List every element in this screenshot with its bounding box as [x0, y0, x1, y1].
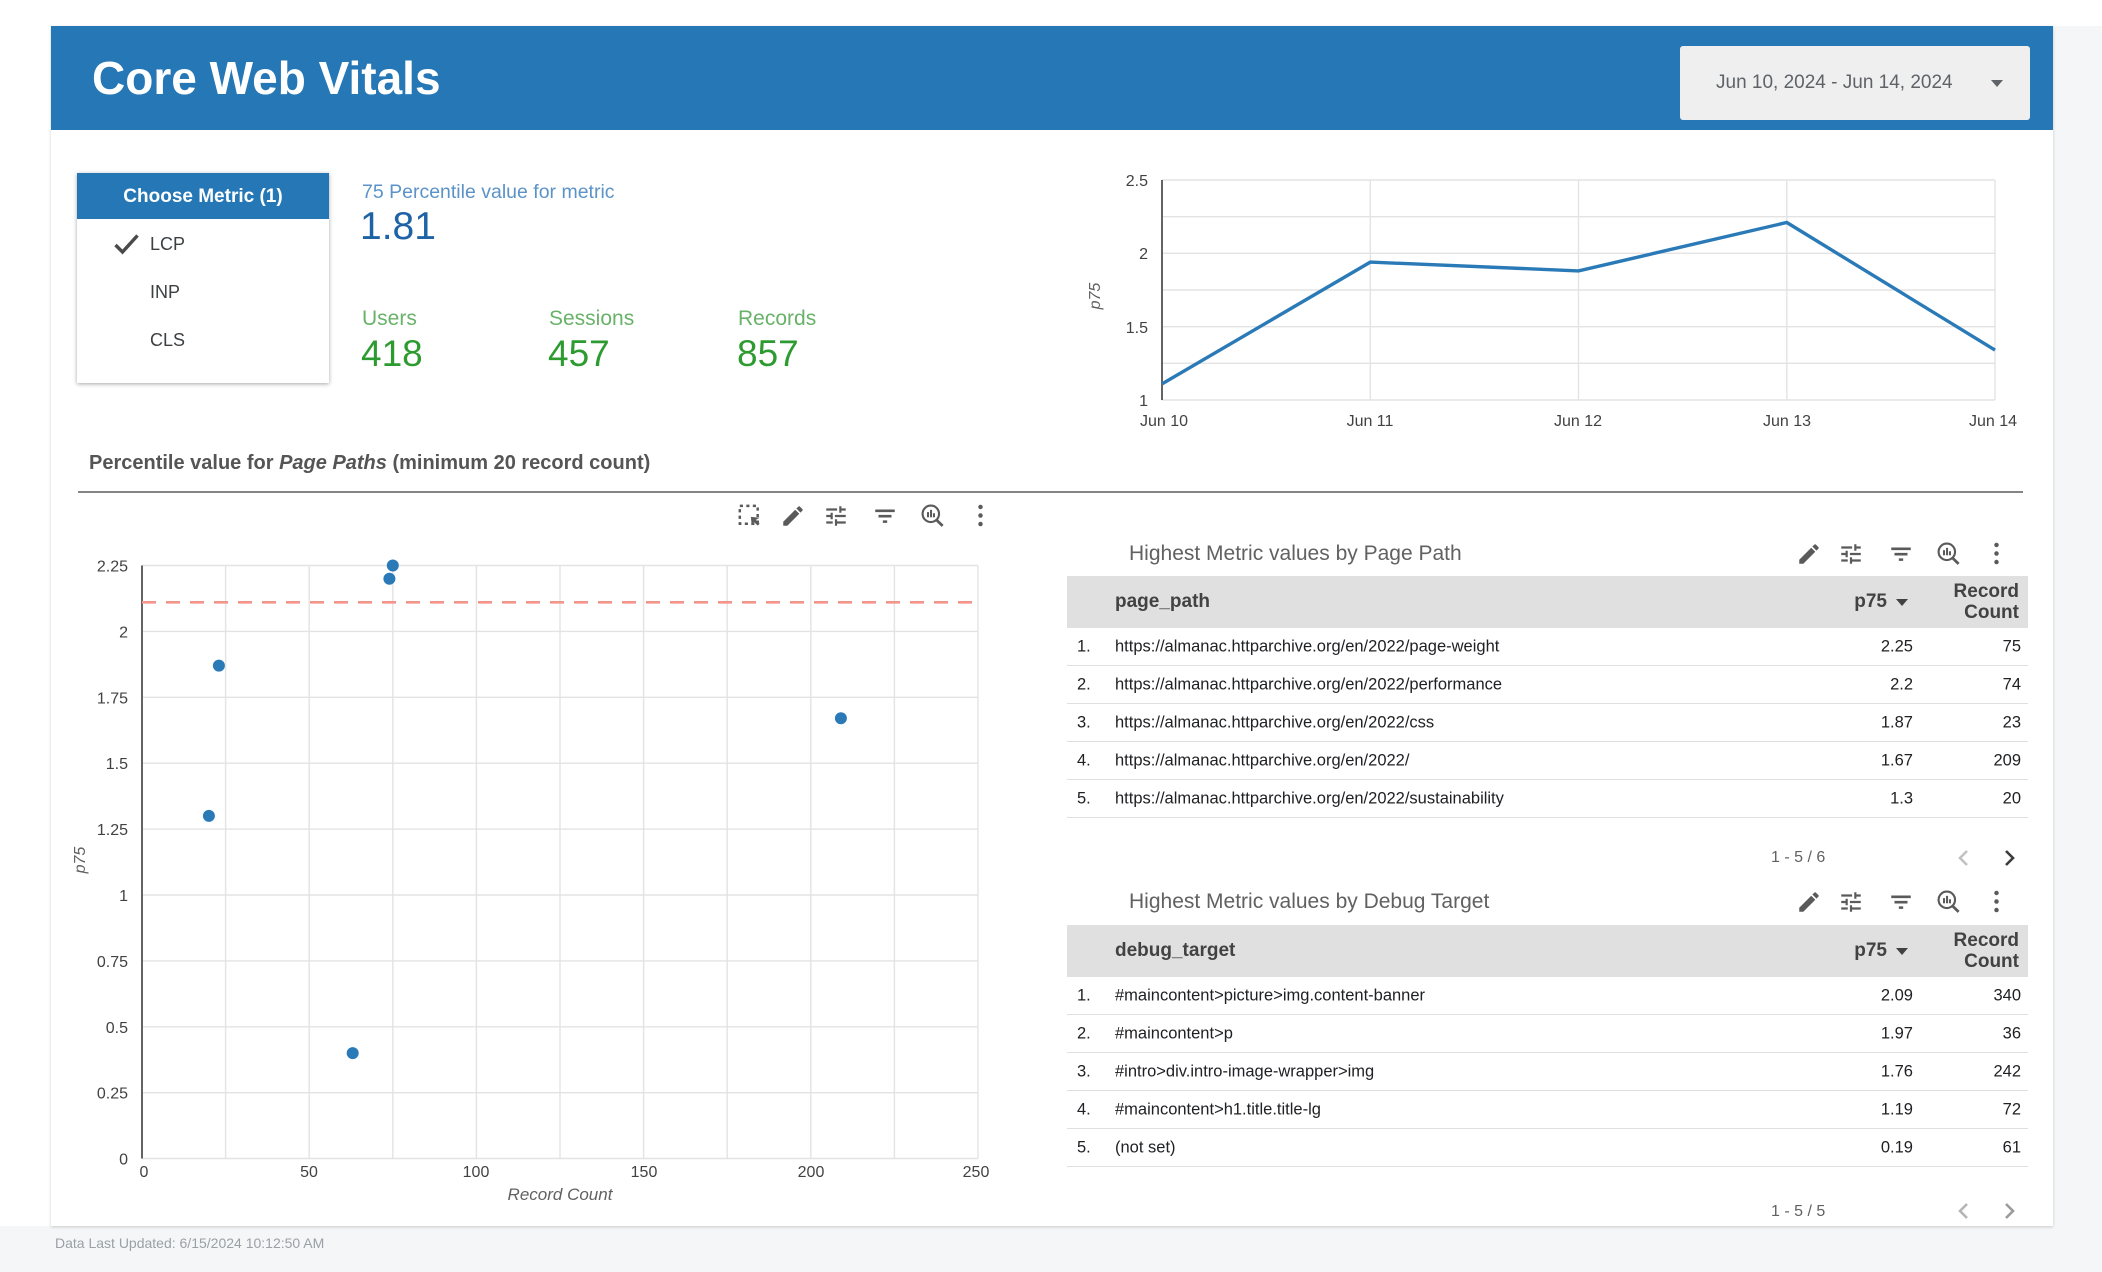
- svg-text:0.25: 0.25: [97, 1086, 128, 1103]
- svg-text:1.5: 1.5: [106, 756, 128, 773]
- svg-text:Jun 14: Jun 14: [1969, 413, 2017, 430]
- svg-text:0.5: 0.5: [106, 1020, 128, 1037]
- svg-text:Jun 10: Jun 10: [1140, 413, 1188, 430]
- svg-text:50: 50: [300, 1164, 318, 1181]
- svg-text:Record Count: Record Count: [508, 1185, 614, 1204]
- svg-text:1: 1: [1139, 393, 1148, 410]
- svg-text:Jun 12: Jun 12: [1554, 413, 1602, 430]
- svg-text:250: 250: [963, 1164, 990, 1181]
- svg-text:1.75: 1.75: [97, 690, 128, 707]
- svg-text:2.25: 2.25: [97, 559, 128, 576]
- svg-text:100: 100: [463, 1164, 490, 1181]
- svg-text:Jun 11: Jun 11: [1347, 413, 1394, 430]
- svg-text:0: 0: [119, 1152, 128, 1169]
- svg-text:1: 1: [119, 888, 128, 905]
- svg-text:1.5: 1.5: [1126, 320, 1148, 337]
- svg-text:p75: p75: [1087, 283, 1104, 311]
- svg-text:0.75: 0.75: [97, 954, 128, 971]
- svg-text:Jun 13: Jun 13: [1763, 413, 1811, 430]
- svg-text:2: 2: [119, 624, 128, 641]
- svg-text:200: 200: [798, 1164, 825, 1181]
- svg-text:0: 0: [140, 1164, 149, 1181]
- svg-text:150: 150: [631, 1164, 658, 1181]
- svg-text:p75: p75: [72, 847, 89, 875]
- svg-text:2.5: 2.5: [1126, 173, 1148, 190]
- svg-text:2: 2: [1139, 246, 1148, 263]
- svg-text:1.25: 1.25: [97, 822, 128, 839]
